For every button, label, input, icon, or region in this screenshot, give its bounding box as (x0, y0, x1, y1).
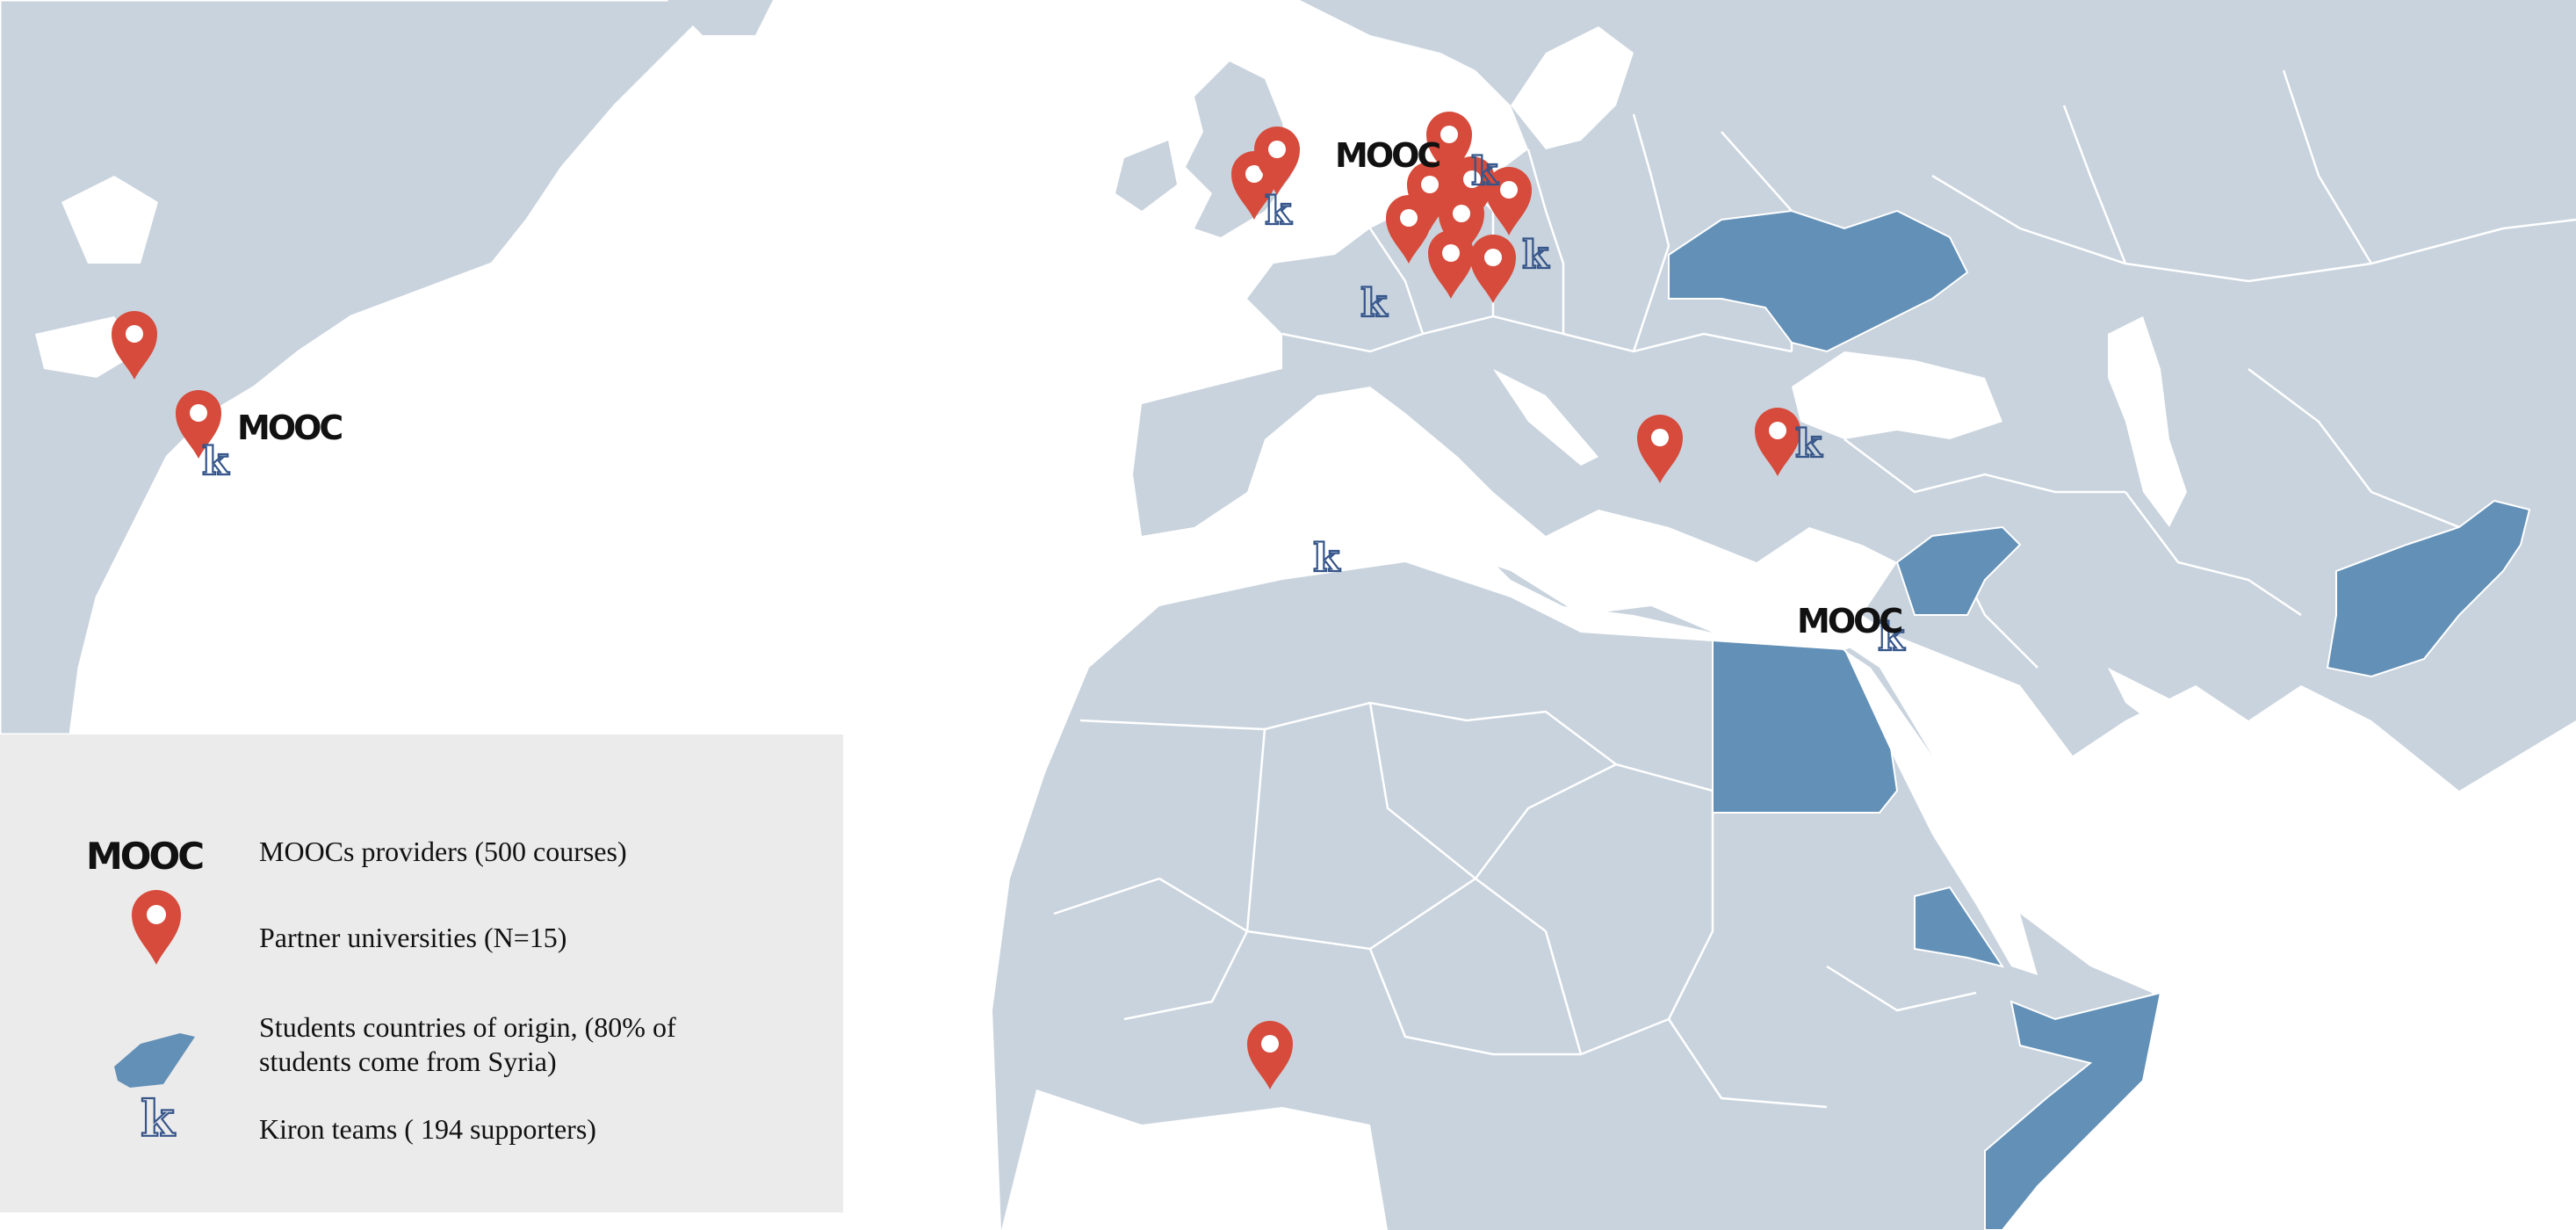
map-pin-icon (132, 890, 181, 965)
origin-country-eritrea (1914, 886, 2005, 968)
mooc-logo-icon: MOOC (86, 835, 203, 878)
legend-label-mooc: MOOCs providers (500 courses) (259, 836, 627, 867)
legend-label-countries-line1: Students countries of origin, (80% of (259, 1011, 676, 1043)
svg-text:k: k (1313, 536, 1341, 581)
origin-country-ukraine (1668, 209, 1969, 353)
legend-label-kiron: Kiron teams ( 194 supporters) (259, 1113, 596, 1145)
country-shape-icon (114, 1033, 195, 1088)
svg-text:k: k (1265, 189, 1293, 234)
arctic-island (667, 0, 773, 35)
mooc-provider-markers: MOOC MOOC MOOC (237, 136, 1904, 640)
svg-text:k: k (1878, 615, 1906, 660)
svg-text:MOOC: MOOC (237, 409, 342, 447)
origin-country-syria (1895, 525, 2022, 616)
kiron-k-icon: k (141, 1090, 176, 1148)
kiron-team-markers: k k k k k k k k (201, 148, 1907, 661)
map-legend: MOOC k MOOCs providers (500 courses) Par… (0, 734, 843, 1212)
legend-label-universities: Partner universities (N=15) (259, 922, 567, 953)
north-america-landmass (0, 0, 723, 736)
svg-text:MOOC: MOOC (1335, 136, 1440, 175)
svg-text:k: k (1522, 233, 1550, 278)
svg-text:k: k (202, 439, 230, 484)
legend-label-countries-line2: students come from Syria) (259, 1046, 557, 1077)
origin-country-afghanistan (2326, 499, 2531, 678)
svg-text:k: k (1795, 422, 1823, 467)
svg-text:MOOC: MOOC (1797, 602, 1901, 640)
svg-text:k: k (1360, 281, 1389, 326)
mediterranean-sea (1098, 474, 1888, 650)
origin-country-somalia (1984, 991, 2162, 1230)
svg-text:k: k (1471, 149, 1499, 194)
